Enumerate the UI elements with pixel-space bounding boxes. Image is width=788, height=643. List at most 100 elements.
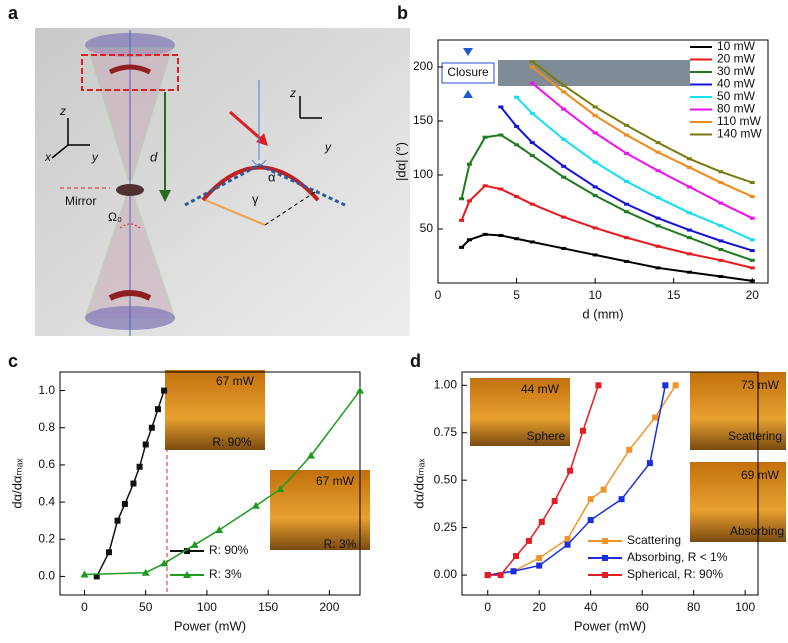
marker [536, 562, 543, 569]
marker [592, 194, 598, 198]
legend-label: 10 mW [717, 39, 756, 53]
axis-arrow [51, 144, 69, 159]
y-tick-label: 1.0 [38, 383, 55, 397]
marker [655, 224, 661, 228]
y-tick-label: 150 [413, 113, 433, 127]
angle [251, 159, 267, 166]
marker [587, 517, 594, 524]
marker [529, 65, 535, 69]
marker [686, 252, 692, 256]
marker [655, 196, 661, 200]
panel-label: c [8, 351, 18, 371]
marker [686, 236, 692, 240]
marker [718, 224, 724, 228]
y-tick-label: 0.8 [38, 420, 55, 434]
marker [592, 185, 598, 189]
marker [592, 226, 598, 230]
marker [561, 164, 567, 168]
marker [749, 238, 755, 242]
mirror-label: Mirror [65, 194, 96, 208]
inset-label: Closure [447, 65, 489, 79]
inset-image [690, 372, 786, 450]
marker [592, 160, 598, 164]
marker [466, 238, 472, 242]
x-tick-label: 100 [197, 600, 217, 614]
marker [624, 179, 630, 183]
marker [514, 237, 520, 241]
x-tick-label: 15 [667, 288, 681, 302]
marker [749, 249, 755, 253]
arrow [159, 190, 171, 202]
marker [466, 162, 472, 166]
marker [600, 486, 607, 493]
marker [130, 480, 137, 487]
marker [529, 154, 535, 158]
y-tick-label: 0.25 [434, 520, 458, 534]
diagram: a z x y d Mirror Ω₀ z y α [8, 3, 410, 336]
marker [567, 467, 574, 474]
axis-label: z [59, 104, 66, 118]
highlight-box [81, 54, 179, 91]
marker [652, 414, 659, 421]
marker [561, 90, 567, 94]
marker [686, 270, 692, 274]
marker [564, 541, 571, 548]
marker [510, 568, 517, 575]
marker [514, 124, 520, 128]
y-tick-label: 0.2 [38, 531, 55, 545]
marker [718, 248, 724, 252]
marker [141, 568, 150, 576]
x-tick-label: 20 [533, 600, 547, 614]
series-line [531, 60, 753, 184]
marker [564, 536, 571, 543]
marker [482, 135, 488, 139]
marker [624, 259, 630, 263]
marker [655, 266, 661, 270]
marker [686, 165, 692, 169]
x-tick-label: 20 [746, 288, 760, 302]
arrow [463, 90, 473, 98]
marker [251, 501, 260, 509]
x-tick-label: 50 [139, 600, 153, 614]
marker [529, 141, 535, 145]
marker [579, 427, 586, 434]
marker [686, 157, 692, 161]
marker [749, 216, 755, 220]
marker [482, 184, 488, 188]
x-axis-title: Power (mW) [174, 618, 246, 633]
angle-label: α [268, 169, 276, 184]
marker [276, 485, 285, 493]
marker [538, 518, 545, 525]
inset-label: 67 mW [216, 374, 255, 388]
marker [624, 133, 630, 137]
marker [498, 233, 504, 237]
marker [161, 387, 168, 394]
marker [215, 525, 224, 533]
series-line [531, 82, 753, 220]
inset-image [165, 370, 265, 450]
legend-label: 50 mW [717, 89, 756, 103]
marker [618, 496, 625, 503]
marker [525, 537, 532, 544]
legend-label: Scattering [627, 533, 681, 547]
y-tick-label: 1.00 [434, 377, 458, 391]
marker [624, 123, 630, 127]
marker [718, 201, 724, 205]
marker [513, 553, 520, 560]
inset-image [690, 462, 786, 542]
marker [646, 460, 653, 467]
y-tick-label: 0.4 [38, 494, 55, 508]
marker [497, 572, 504, 579]
x-tick-label: 60 [635, 600, 649, 614]
marker [459, 245, 465, 249]
marker [484, 572, 491, 579]
axis-label: z [289, 86, 296, 100]
y-tick-label: 0.0 [38, 569, 55, 583]
inset-label: Scattering [728, 429, 782, 443]
inset-label: 67 mW [316, 474, 355, 488]
legend-label: 30 mW [717, 64, 756, 78]
marker [718, 258, 724, 262]
marker [592, 114, 598, 118]
x-tick-label: 10 [588, 288, 602, 302]
series-line [487, 385, 667, 576]
